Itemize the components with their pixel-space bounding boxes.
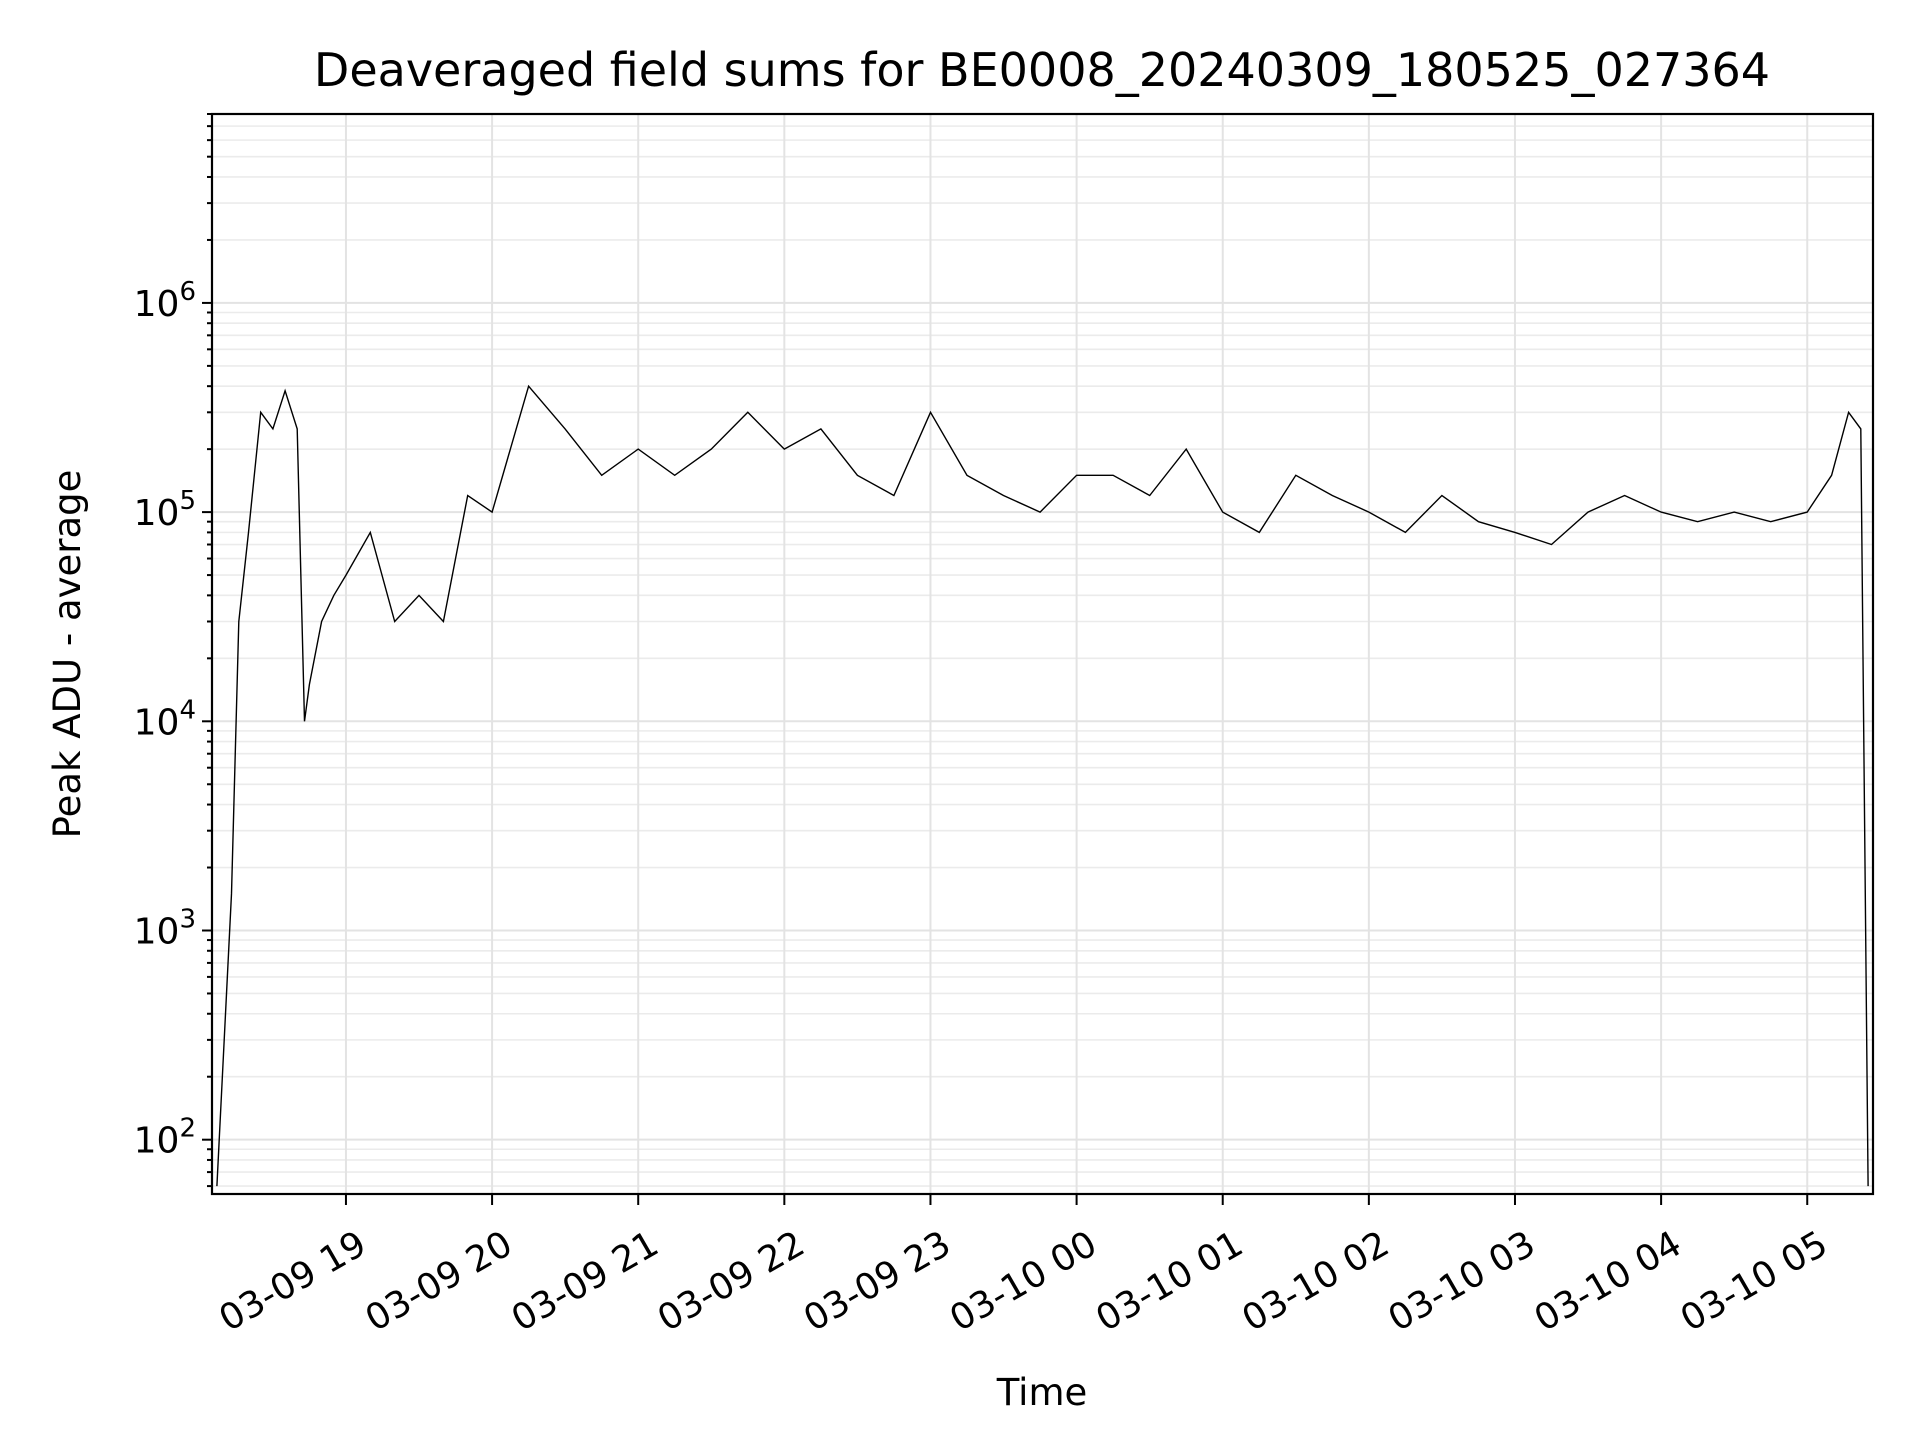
y-tick-label: 103 bbox=[134, 904, 196, 952]
y-tick-exponent: 4 bbox=[179, 695, 196, 725]
x-axis-label: Time bbox=[996, 1371, 1088, 1414]
x-tick-label: 03-10 01 bbox=[1089, 1223, 1250, 1339]
plot-frame bbox=[210, 112, 1875, 1196]
grid bbox=[212, 113, 1873, 1194]
y-tick-label: 104 bbox=[134, 695, 196, 743]
y-tick-exponent: 6 bbox=[179, 277, 196, 307]
x-tick-label: 03-10 04 bbox=[1528, 1223, 1689, 1339]
y-tick-label: 105 bbox=[134, 486, 196, 534]
y-tick-base: 10 bbox=[134, 911, 180, 952]
y-tick-base: 10 bbox=[134, 1121, 180, 1162]
y-tick-label: 102 bbox=[134, 1114, 196, 1162]
x-tick-label: 03-09 22 bbox=[651, 1223, 812, 1339]
y-tick-base: 10 bbox=[134, 702, 180, 743]
series-line bbox=[216, 384, 1869, 1187]
y-tick-exponent: 3 bbox=[179, 904, 196, 934]
y-axis-label: Peak ADU - average bbox=[46, 470, 89, 839]
y-tick-base: 10 bbox=[134, 493, 180, 534]
y-tick-exponent: 5 bbox=[179, 486, 196, 516]
x-tick-label: 03-10 05 bbox=[1674, 1223, 1835, 1339]
x-tick-label: 03-10 00 bbox=[943, 1223, 1104, 1339]
x-tick-label: 03-09 20 bbox=[359, 1223, 520, 1339]
y-tick-label: 106 bbox=[134, 277, 196, 325]
x-tick-label: 03-10 03 bbox=[1382, 1223, 1543, 1339]
x-tick-label: 03-09 21 bbox=[505, 1223, 666, 1339]
x-tick-label: 03-10 02 bbox=[1235, 1223, 1396, 1339]
y-tick-exponent: 2 bbox=[179, 1114, 196, 1144]
x-tick-label: 03-09 23 bbox=[797, 1223, 958, 1339]
y-tick-base: 10 bbox=[134, 284, 180, 325]
x-tick-label: 03-09 19 bbox=[213, 1223, 374, 1339]
chart-title: Deaveraged field sums for BE0008_2024030… bbox=[314, 43, 1770, 97]
